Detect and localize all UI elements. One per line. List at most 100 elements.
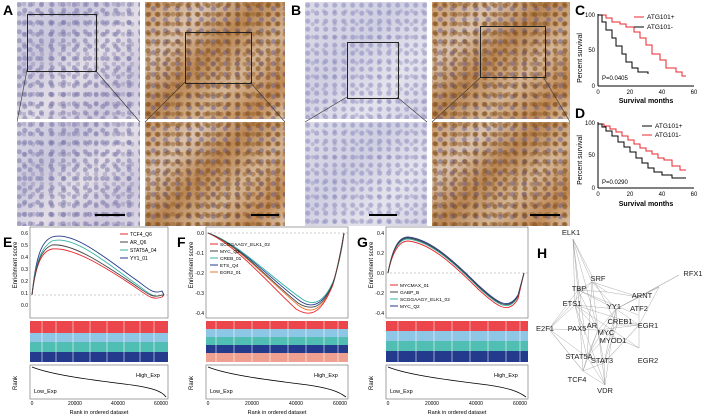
y-tick: 0.3	[21, 267, 28, 273]
y-tick: 0	[592, 186, 596, 192]
legend-item: AR_Q6	[130, 240, 147, 246]
curve-atg101-positive	[598, 123, 686, 171]
x-tick: 40000	[111, 401, 125, 407]
scale-bar	[95, 214, 125, 216]
gsea-plot-f: Enrichment score 0.0 -0.1 -0.2 -0.3 -0.4…	[189, 226, 349, 416]
ihc-image-a-top-right	[145, 2, 285, 119]
y-tick: 50	[588, 48, 595, 54]
panel-label-g: G	[357, 234, 368, 250]
network-node: MYOD1	[600, 336, 627, 345]
legend-negative: ATG101-	[647, 24, 673, 31]
y-tick: 0.6	[21, 231, 28, 237]
x-tick: 20	[627, 192, 634, 198]
network-node: PAX5	[568, 324, 587, 333]
curve-atg101-negative	[598, 14, 649, 74]
legend-item: TCF4_Q6	[130, 232, 152, 238]
network-node: EGR1	[638, 321, 658, 330]
panel-label-b: B	[291, 2, 302, 18]
y-tick: 0.0	[21, 303, 28, 309]
inset-box	[347, 42, 399, 99]
x-tick: 0	[31, 401, 34, 407]
legend-item: ETS_Q4	[220, 263, 239, 269]
x-tick: 60000	[333, 401, 347, 407]
y-tick: 0.2	[21, 279, 28, 285]
y-axis-label-bottom: Rank	[369, 375, 375, 390]
x-axis-label: Rank in ordered dataset	[428, 410, 487, 416]
y-axis-label-top: Enrichment score	[369, 241, 375, 288]
legend-item: SCGGAAGY_ELK1_02	[400, 297, 450, 303]
panel-label-c: C	[575, 2, 586, 18]
y-tick: -0.2	[375, 291, 384, 297]
y-tick: -0.4	[375, 311, 384, 317]
legend-item: EGR2_01	[220, 270, 241, 276]
y-tick: 0.0	[197, 231, 204, 237]
network-node: YY1	[607, 302, 621, 311]
network-node: MYC	[598, 328, 615, 337]
survival-plot-c: Percent survival 0 50 100 0 20 40 60 Sur…	[577, 13, 698, 105]
legend-item: GABP_B	[400, 290, 419, 296]
network-node: RFX1	[683, 269, 702, 278]
network-node: CREB1	[607, 317, 632, 326]
network-node: SRF	[591, 274, 606, 283]
low-exp-label: Low_Exp	[390, 389, 413, 395]
legend-item: CREB_01	[220, 256, 242, 262]
hit-barcode	[206, 321, 348, 362]
y-tick: 0	[592, 84, 596, 90]
legend-negative: ATG101-	[655, 132, 681, 139]
curve-atg101-positive	[598, 14, 686, 77]
y-tick: -0.4	[195, 311, 204, 317]
network-node: EGR2	[638, 356, 658, 365]
y-tick: 0.4	[377, 231, 384, 237]
panel-label-h: H	[537, 245, 548, 261]
legend-item: MYCMAX_01	[400, 283, 429, 289]
x-tick: 60	[691, 192, 698, 198]
x-tick: 40000	[289, 401, 303, 407]
network-diagram-h: ELK1 SRF TBP ARNT RFX1 ETS1 YY1 ATF2 CRE…	[536, 228, 703, 395]
ihc-image-b-bottom-left	[305, 122, 427, 226]
y-tick: 50	[588, 153, 595, 159]
network-node: ELK1	[562, 228, 580, 237]
inset-box	[27, 14, 97, 72]
y-tick: 0.1	[21, 291, 28, 297]
y-tick: -0.2	[195, 271, 204, 277]
legend-item: MYC_Q2	[220, 249, 240, 255]
network-node: ETS1	[563, 299, 582, 308]
network-node: STAT5A	[565, 352, 592, 361]
y-tick: 0.5	[21, 243, 28, 249]
x-axis-label: Survival months	[619, 201, 674, 208]
scale-bar	[369, 214, 397, 216]
legend-positive: ATG101+	[655, 123, 683, 130]
high-exp-label: High_Exp	[136, 373, 160, 379]
y-tick: 0.4	[21, 255, 28, 261]
x-tick: 40	[659, 90, 666, 96]
x-tick: 0	[596, 192, 600, 198]
high-exp-label: High_Exp	[494, 373, 518, 379]
y-tick: -0.1	[195, 251, 204, 257]
y-tick: 0.0	[377, 271, 384, 277]
ihc-image-b-top-left	[305, 2, 427, 119]
hit-barcode	[386, 321, 528, 362]
gsea-plot-e: Enrichment score 0.6 0.5 0.4 0.3 0.2 0.1…	[13, 226, 169, 416]
panel-label-e: E	[3, 234, 13, 250]
x-tick: 40000	[469, 401, 483, 407]
y-axis-label-bottom: Rank	[189, 375, 195, 390]
hit-barcode	[30, 321, 168, 362]
p-value: P=0.0290	[602, 180, 629, 186]
x-tick: 20000	[68, 401, 82, 407]
low-exp-label: Low_Exp	[34, 389, 57, 395]
y-tick: 100	[585, 13, 596, 19]
x-tick: 20	[627, 90, 634, 96]
x-tick: 60000	[154, 401, 168, 407]
y-tick: 0.2	[377, 251, 384, 257]
ihc-image-b-bottom-right	[432, 122, 570, 226]
zoom-guides	[305, 77, 570, 123]
x-tick: 0	[207, 401, 210, 407]
network-node: E2F1	[536, 324, 554, 333]
panel-label-d: D	[575, 105, 586, 121]
legend-item: YY1_01	[130, 256, 148, 262]
legend-item: SCGGAAGY_ELK1_02	[220, 242, 270, 248]
x-axis-label: Rank in ordered dataset	[248, 410, 307, 416]
y-axis-label-top: Enrichment score	[13, 241, 19, 288]
survival-plot-d: Percent survival 0 50 100 0 20 40 60 Sur…	[577, 121, 698, 208]
y-axis-label-bottom: Rank	[13, 375, 19, 390]
